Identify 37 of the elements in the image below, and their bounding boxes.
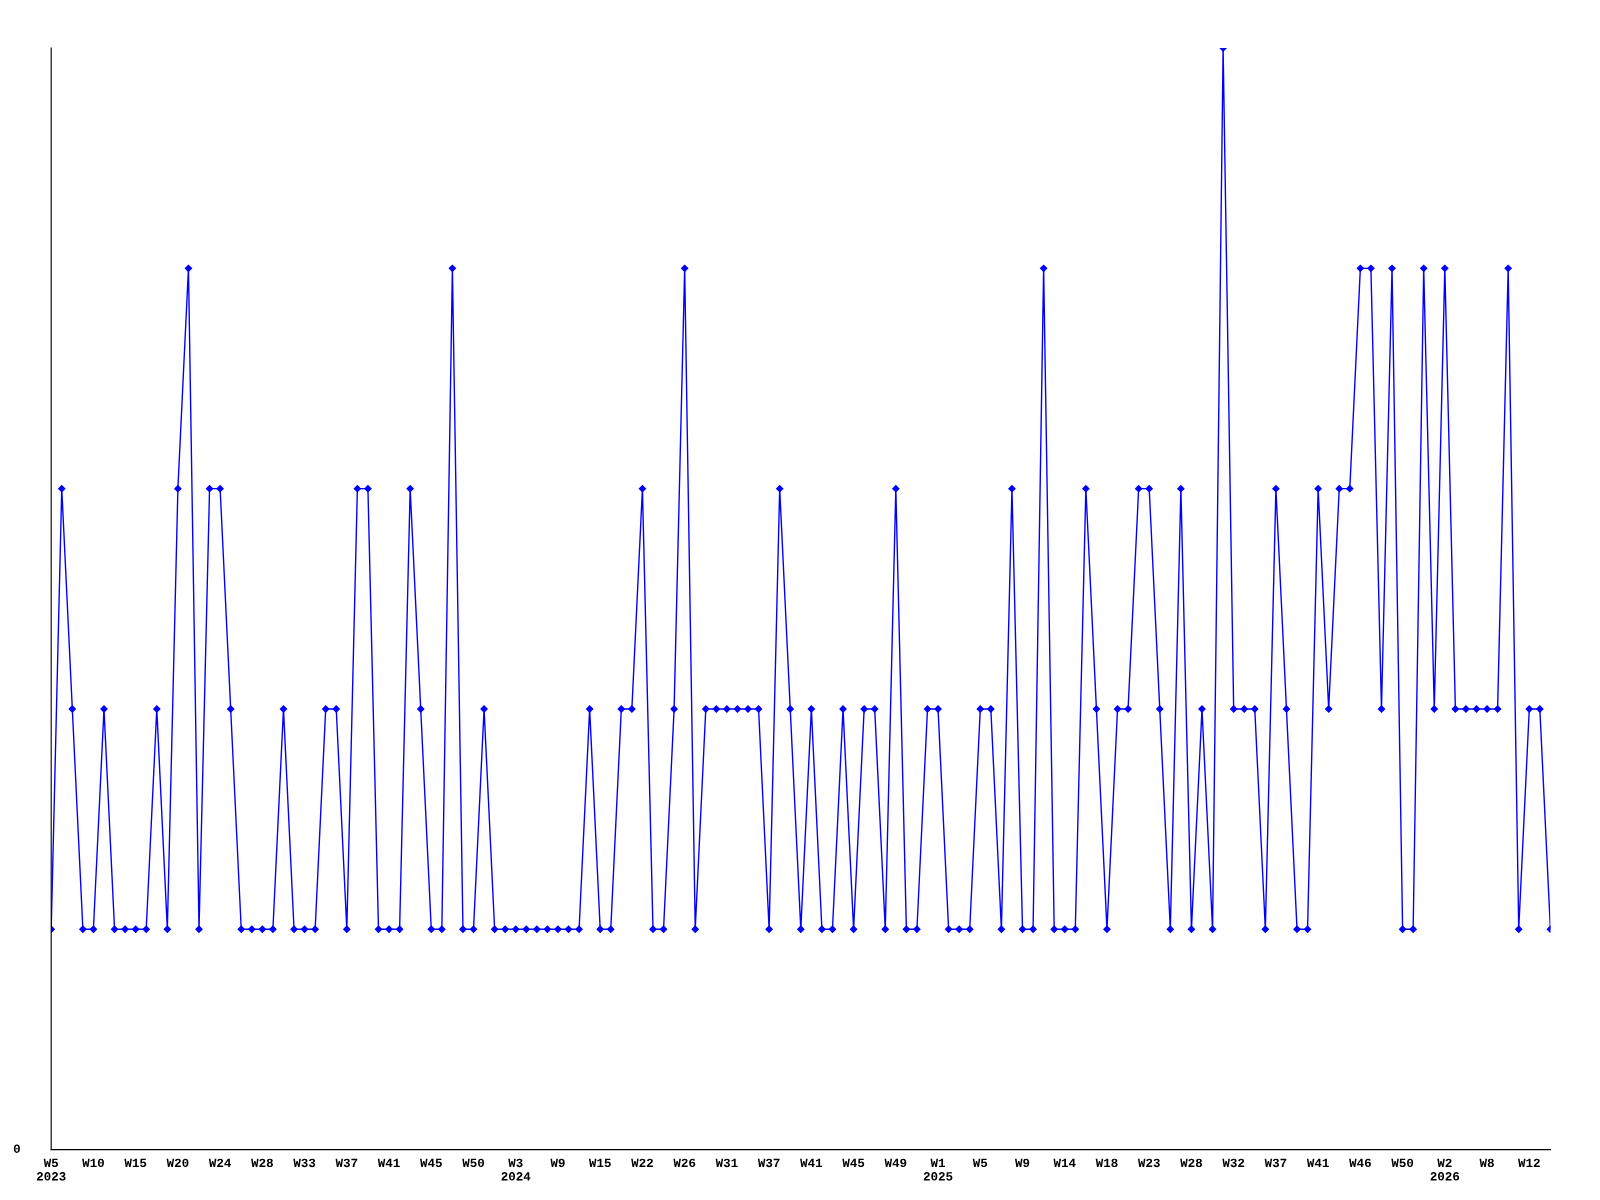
x-tick-label: W2 2026 bbox=[1430, 1158, 1460, 1181]
x-tick-label: W24 bbox=[208, 1158, 231, 1167]
x-tick-label: W15 bbox=[588, 1158, 611, 1168]
x-tick-label: W45 bbox=[420, 1158, 442, 1168]
x-tick-label: W5 bbox=[972, 1158, 988, 1168]
x-tick-label: W49 bbox=[884, 1158, 907, 1168]
x-tick-label: W12 bbox=[1518, 1158, 1540, 1167]
x-tick-label: W10 bbox=[82, 1158, 104, 1168]
x-tick-label: W14 bbox=[1053, 1158, 1076, 1167]
x-tick-label: W22 bbox=[631, 1158, 653, 1167]
x-tick-label: W32 bbox=[1222, 1158, 1245, 1168]
x-tick-label: W18 bbox=[1095, 1158, 1118, 1168]
x-tick-label: W26 bbox=[673, 1158, 696, 1168]
x-tick-label: W23 bbox=[1137, 1158, 1160, 1168]
x-tick-label: W28 bbox=[1180, 1158, 1203, 1168]
x-tick-label: W9 bbox=[550, 1158, 565, 1168]
x-tick-label: W28 bbox=[251, 1158, 273, 1168]
x-tick-label: W37 bbox=[335, 1158, 358, 1168]
x-tick-label: W46 bbox=[1349, 1158, 1371, 1168]
x-tick-label: W20 bbox=[166, 1158, 189, 1168]
x-tick-label: W9 bbox=[1015, 1158, 1030, 1168]
text: 0 bbox=[13, 1144, 20, 1153]
x-tick-label: W5 2023 bbox=[36, 1158, 66, 1181]
x-tick-label: W41 bbox=[1306, 1158, 1329, 1167]
x-tick-label: W37 bbox=[1264, 1158, 1287, 1168]
x-tick-label: W15 bbox=[124, 1158, 147, 1168]
x-tick-label: W31 bbox=[715, 1158, 738, 1168]
x-tick-label: W50 bbox=[462, 1158, 485, 1168]
x-tick-label: W41 bbox=[800, 1158, 823, 1167]
x-tick-label: W3 2024 bbox=[501, 1158, 531, 1181]
x-tick-label: W1 2025 bbox=[923, 1158, 953, 1181]
x-tick-label: W8 bbox=[1479, 1158, 1494, 1168]
x-tick-label: W41 bbox=[377, 1158, 400, 1167]
x-tick-label: W50 bbox=[1391, 1158, 1414, 1168]
x-tick-label: W45 bbox=[842, 1158, 865, 1168]
x-tick-label: W37 bbox=[757, 1158, 780, 1168]
x-tick-label: W33 bbox=[293, 1158, 316, 1168]
